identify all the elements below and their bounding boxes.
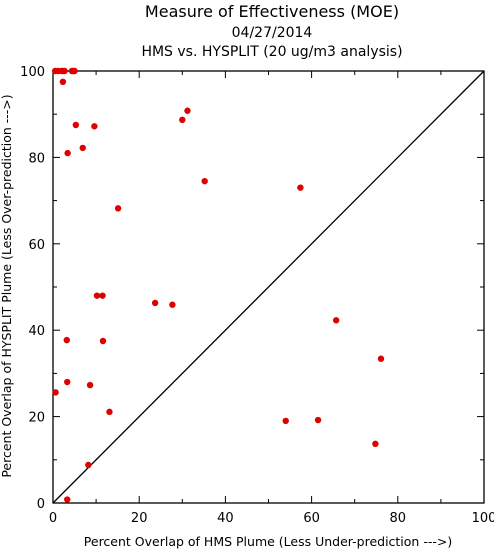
x-tick-label: 80 — [390, 511, 407, 526]
data-point — [79, 144, 86, 152]
chart-title: Measure of Effectiveness (MOE) — [145, 2, 399, 21]
y-axis-ticks: 0 20 40 60 80 100 — [20, 65, 484, 512]
data-point — [64, 378, 71, 386]
data-point — [114, 205, 122, 212]
data-point — [99, 337, 107, 345]
data-point — [71, 67, 78, 75]
chart-date: 04/27/2014 — [232, 25, 313, 41]
y-tick-label: 0 — [37, 497, 45, 512]
data-point — [93, 292, 101, 299]
y-tick-label: 40 — [28, 324, 45, 339]
data-point — [297, 184, 304, 191]
data-point — [169, 301, 176, 308]
data-point — [52, 389, 59, 396]
x-tick-label: 40 — [217, 511, 234, 526]
data-point — [184, 107, 191, 114]
data-point — [377, 355, 385, 362]
x-axis-ticks: 0 20 40 60 80 100 — [49, 71, 494, 526]
data-point — [372, 440, 379, 448]
data-point — [72, 121, 80, 129]
y-tick-label: 60 — [28, 238, 45, 253]
x-tick-label: 20 — [131, 511, 148, 526]
data-point — [332, 317, 340, 324]
data-point — [99, 292, 106, 299]
chart-subtitle: HMS vs. HYSPLIT (20 ug/m3 analysis) — [141, 44, 402, 60]
data-point — [61, 67, 68, 75]
data-point — [86, 381, 94, 389]
x-axis-label: Percent Overlap of HMS Plume (Less Under… — [84, 534, 452, 549]
data-point — [314, 416, 322, 424]
y-axis-label: Percent Overlap of HYSPLIT Plume (Less O… — [0, 94, 14, 477]
data-point — [201, 177, 208, 185]
data-point — [179, 116, 186, 124]
x-tick-label: 60 — [303, 511, 320, 526]
x-tick-label: 100 — [472, 511, 494, 526]
data-point — [64, 496, 71, 503]
y-tick-label: 100 — [20, 65, 45, 80]
data-point — [106, 408, 113, 416]
data-point — [151, 299, 159, 307]
y-tick-label: 20 — [28, 411, 45, 426]
data-point — [64, 149, 71, 157]
data-point — [91, 123, 98, 130]
data-point — [85, 461, 92, 469]
diagonal-reference-line — [52, 70, 485, 504]
data-point — [59, 78, 67, 86]
data-point — [63, 336, 70, 344]
data-points — [51, 67, 385, 503]
y-tick-label: 80 — [28, 151, 45, 166]
x-tick-label: 0 — [49, 511, 57, 526]
data-point — [282, 417, 289, 425]
